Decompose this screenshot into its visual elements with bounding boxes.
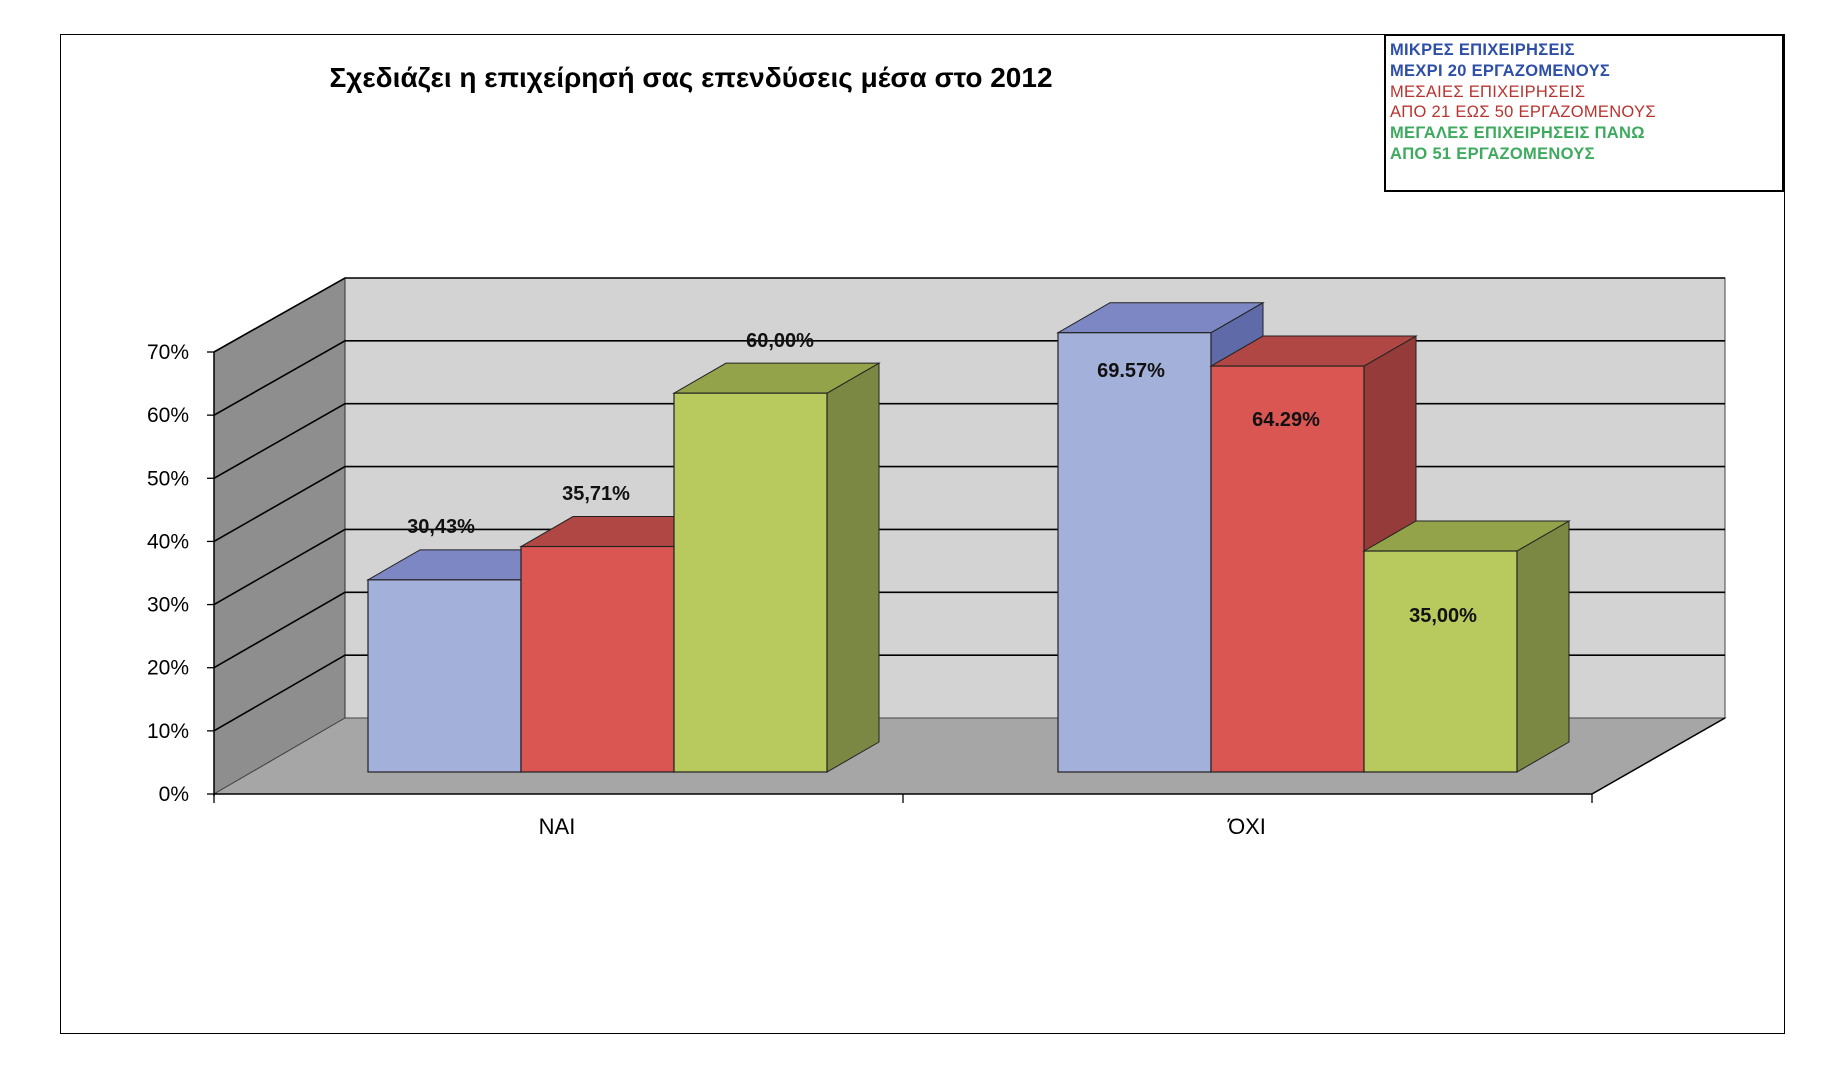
- bar: [1057, 332, 1212, 773]
- y-tick-label: 40%: [147, 530, 189, 553]
- category-label: ΝΑΙ: [539, 814, 576, 839]
- y-tick-label: 30%: [147, 594, 189, 617]
- floor-edge: [1591, 717, 1726, 795]
- legend-line-small-2: ΜΕΧΡΙ 20 ΕΡΓΑΖΟΜΕΝΟΥΣ: [1390, 61, 1611, 80]
- side-wall: [213, 277, 346, 795]
- legend-line-medium-2: ΑΠΟ 21 ΕΩΣ 50 ΕΡΓΑΖΟΜΕΝΟΥΣ: [1390, 103, 1656, 122]
- bar: [1363, 550, 1518, 773]
- bar: [1210, 365, 1365, 773]
- data-label: 69.57%: [1097, 360, 1165, 382]
- legend-line-large-1: ΜΕΓΑΛΕΣ ΕΠΙΧΕΙΡΗΣΕΙΣ ΠΑΝΩ: [1390, 124, 1645, 143]
- data-label: 35,00%: [1409, 605, 1477, 627]
- legend-line-small-1: ΜΙΚΡΕΣ ΕΠΙΧΕΙΡΗΣΕΙΣ: [1390, 41, 1575, 59]
- y-tick-label: 50%: [147, 467, 189, 490]
- legend-box: ΜΙΚΡΕΣ ΕΠΙΧΕΙΡΗΣΕΙΣ ΜΕΧΡΙ 20 ΕΡΓΑΖΟΜΕΝΟΥ…: [1384, 34, 1784, 192]
- y-tick-label: 20%: [147, 657, 189, 680]
- bar: [367, 579, 522, 773]
- gridline-70: [213, 277, 1725, 353]
- category-label: ΌΧΙ: [1227, 814, 1266, 839]
- y-tick-label: 0%: [159, 783, 189, 806]
- data-label: 35,71%: [562, 483, 630, 505]
- y-tick-label: 60%: [147, 404, 189, 427]
- y-tick-label: 10%: [147, 720, 189, 743]
- bar-side: [826, 362, 880, 773]
- legend-line-large-2: ΑΠΟ 51 ΕΡΓΑΖΟΜΕΝΟΥΣ: [1390, 144, 1595, 163]
- data-label: 64.29%: [1252, 409, 1320, 431]
- legend-line-medium-1: ΜΕΣΑΙΕΣ ΕΠΙΧΕΙΡΗΣΕΙΣ: [1390, 82, 1586, 101]
- bar: [520, 545, 675, 773]
- chart-title: Σχεδιάζει η επιχείρησή σας επενδύσεις μέ…: [329, 62, 1053, 93]
- y-tick-label: 70%: [147, 341, 189, 364]
- bar-side: [1516, 520, 1570, 773]
- data-label: 60,00%: [746, 330, 814, 352]
- bar: [673, 392, 828, 773]
- data-label: 30,43%: [407, 516, 475, 538]
